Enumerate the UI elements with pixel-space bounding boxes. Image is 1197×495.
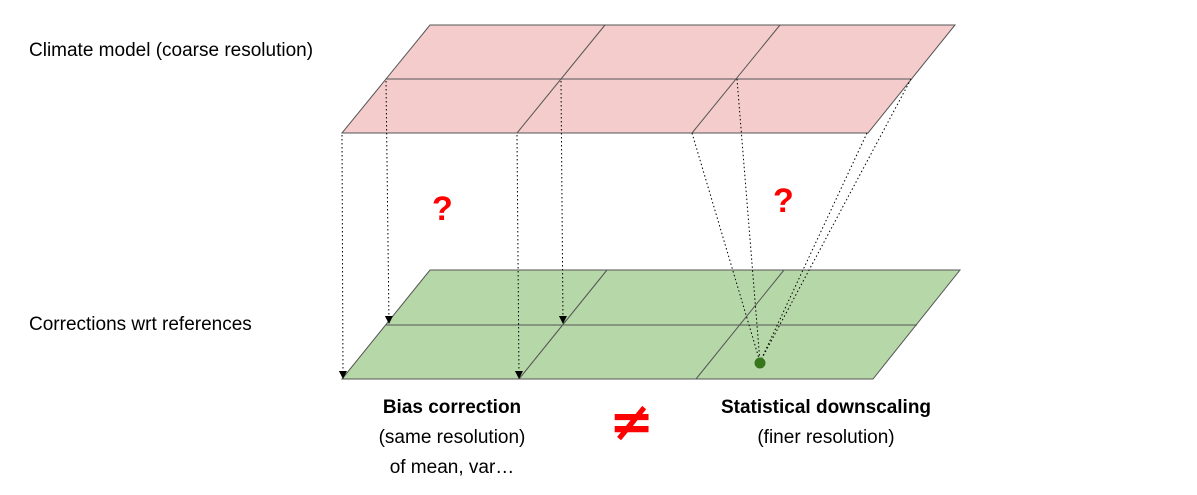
corrections-grid [340, 269, 962, 380]
bias-correction-caption: Bias correction (same resolution) of mea… [352, 393, 552, 483]
bias-correction-arrows [338, 80, 567, 379]
bias-arrow-1 [338, 134, 347, 379]
downscaling-question-mark: ? [773, 182, 794, 220]
bias-correction-title: Bias correction [382, 397, 522, 418]
bias-correction-line-2: of mean, var… [389, 457, 515, 478]
downscaling-lines [691, 78, 912, 363]
bias-correction-line-1: (same resolution) [378, 427, 526, 448]
climate-model-grid-divider-1 [516, 24, 606, 134]
corrections-grid-divider-1 [518, 269, 608, 380]
downscaling-line-2 [736, 78, 761, 363]
bias-arrow-4 [558, 80, 567, 324]
downscaling-line-4 [759, 78, 912, 363]
statistical-downscaling-line-1: (finer resolution) [757, 427, 895, 448]
fine-resolution-point [754, 357, 766, 369]
corrections-grid-divider-2 [695, 269, 785, 380]
statistical-downscaling-title: Statistical downscaling [720, 397, 932, 418]
not-equal-symbol: ≠ [609, 390, 655, 453]
bias-arrow-2 [384, 80, 393, 324]
climate-model-grid-divider-2 [691, 24, 781, 134]
climate-model-label: Climate model (coarse resolution) [29, 40, 314, 61]
climate-model-grid [340, 24, 957, 134]
bias-question-mark: ? [432, 190, 453, 228]
corrections-label: Corrections wrt references [29, 314, 252, 335]
bias-arrow-3 [514, 134, 523, 379]
statistical-downscaling-caption: Statistical downscaling (finer resolutio… [676, 393, 976, 453]
